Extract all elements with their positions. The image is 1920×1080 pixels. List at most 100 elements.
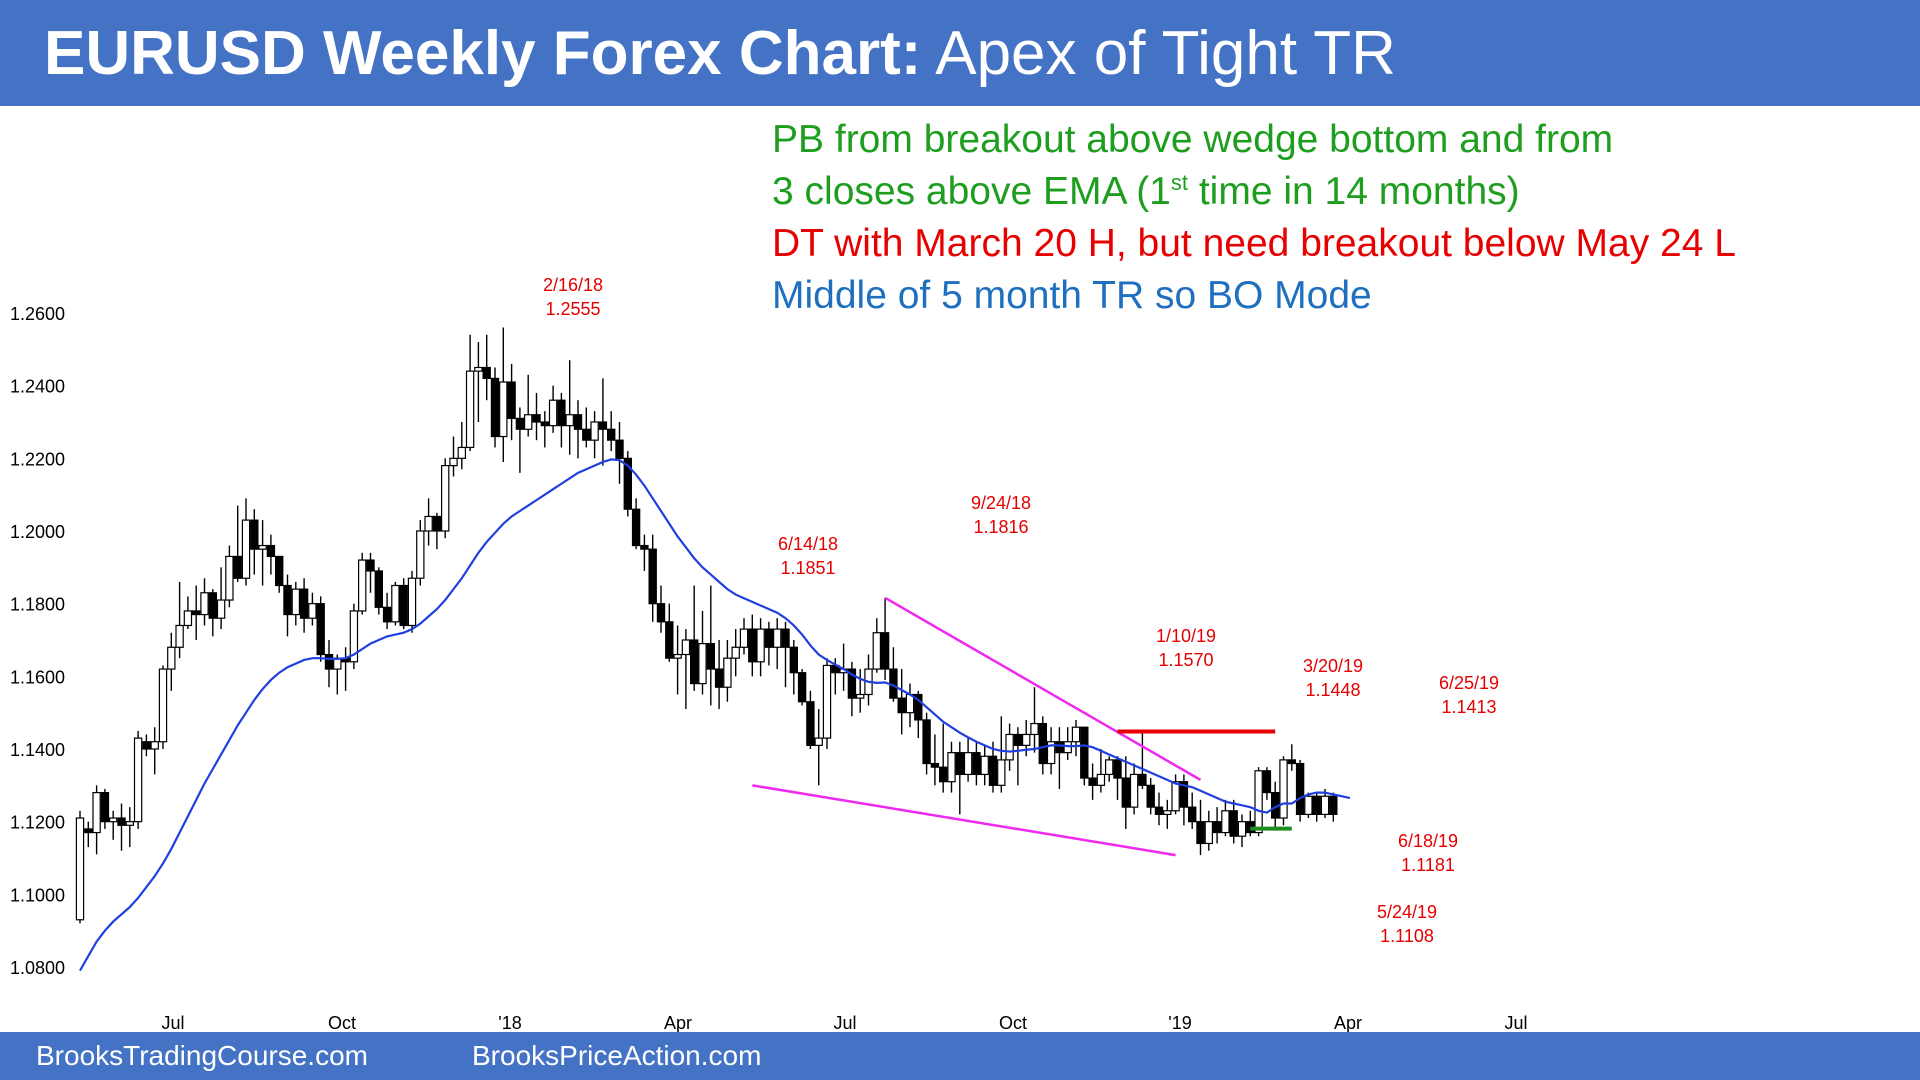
annotation-value: 1.1448 <box>1305 680 1360 700</box>
bull-candle <box>225 555 234 601</box>
bear-candle <box>100 791 110 823</box>
x-tick-label: Oct <box>328 1013 356 1032</box>
ema-line <box>79 458 1351 972</box>
bear-candle <box>366 559 375 572</box>
bear-candle <box>631 508 641 547</box>
bull-candle <box>358 559 367 612</box>
annotation-value: 1.1108 <box>1380 926 1434 946</box>
bear-candle <box>1113 759 1122 779</box>
footer-bar: BrooksTradingCourse.com BrooksPriceActio… <box>0 1032 1920 1080</box>
annotation-value: 1.1181 <box>1401 855 1455 875</box>
bull-candle <box>523 414 533 430</box>
price-annotations: 2/16/18 1.2555 6/14/18 1.1851 9/24/18 1.1816 1… <box>543 275 1499 946</box>
commentary-text-3: DT with March 20 H, but need breakout be… <box>772 222 1736 265</box>
bull-candle <box>1005 733 1014 761</box>
commentary-line-2: 3 closes above EMA (1st time in 14 month… <box>772 170 1520 214</box>
bull-candle <box>125 821 134 826</box>
bear-candle <box>299 588 309 619</box>
bull-candle <box>457 446 467 459</box>
candlestick-chart: 1.0800 1.1000 1.1200 1.1400 1.1600 1.1800 1.20… <box>10 275 1528 1032</box>
bull-candle <box>150 741 159 750</box>
bull-candle <box>1221 810 1230 834</box>
bull-candle <box>167 646 176 670</box>
x-tick-label: Jul <box>161 1013 184 1032</box>
bear-candle <box>615 439 624 459</box>
commentary-line-3: DT with March 20 H, but need breakout be… <box>772 222 1736 266</box>
bull-candle <box>449 457 458 467</box>
bull-candle <box>291 588 301 616</box>
bull-candle <box>963 752 973 776</box>
bull-candle <box>1129 773 1139 808</box>
bear-candle <box>598 421 608 430</box>
bull-candle <box>980 755 989 776</box>
commentary-text-2a: 3 closes above EMA (1 <box>772 170 1171 213</box>
bull-candle <box>1030 722 1039 736</box>
bear-candle <box>922 719 931 765</box>
trendlines <box>752 596 1292 857</box>
bear-candle <box>1287 759 1296 765</box>
bull-candle <box>1279 759 1288 819</box>
footer-left-link[interactable]: BrooksTradingCourse.com <box>36 1040 368 1071</box>
bear-candle <box>192 610 201 616</box>
bull-candle <box>548 399 558 427</box>
bull-candle <box>92 791 101 834</box>
annotation-date: 6/25/19 <box>1439 673 1499 693</box>
bull-candle <box>822 664 832 739</box>
bear-candle <box>1080 726 1089 779</box>
bear-candle <box>573 414 583 430</box>
bull-candle <box>183 610 193 627</box>
x-tick-label: Apr <box>664 1013 692 1032</box>
bear-candle <box>897 697 906 714</box>
bear-candle <box>689 639 699 685</box>
bull-candle <box>175 624 184 648</box>
annotation-date: 2/16/18 <box>543 275 603 295</box>
y-tick-label: 1.1800 <box>10 595 65 615</box>
bear-candle <box>640 544 649 550</box>
bear-candle <box>316 603 325 656</box>
bull-candle <box>1096 773 1106 786</box>
bear-candle <box>988 755 998 786</box>
bull-candle <box>731 646 740 659</box>
bull-candle <box>1163 810 1172 815</box>
y-tick-label: 1.2000 <box>10 522 65 542</box>
ema-polyline <box>79 458 1351 972</box>
commentary-line-4: Middle of 5 month TR so BO Mode <box>772 274 1372 318</box>
bull-candle <box>814 737 823 746</box>
annotation-value: 1.1816 <box>973 517 1028 537</box>
bear-candle <box>847 668 857 699</box>
bear-candle <box>789 646 799 674</box>
x-tick-label: Jul <box>833 1013 856 1032</box>
bull-candle <box>1046 741 1056 765</box>
bull-candle <box>1254 770 1263 834</box>
bear-candle <box>142 741 151 750</box>
bear-candle <box>1187 806 1197 823</box>
x-tick-label: '18 <box>498 1013 521 1032</box>
bear-candle <box>656 603 666 623</box>
annotation-value: 1.1413 <box>1441 697 1496 717</box>
footer-right-link[interactable]: BrooksPriceAction.com <box>472 1040 762 1071</box>
bear-candle <box>1121 777 1130 808</box>
commentary-text-4: Middle of 5 month TR so BO Mode <box>772 274 1372 317</box>
annotation-value: 1.2555 <box>545 299 600 319</box>
annotation-value: 1.1570 <box>1158 650 1213 670</box>
wedge-top-line <box>884 596 1202 781</box>
bull-candle <box>407 577 417 627</box>
bull-candle <box>465 370 475 449</box>
title-subtitle: Apex of Tight TR <box>921 19 1396 88</box>
bull-candle <box>391 584 400 623</box>
bear-candle <box>1262 770 1272 794</box>
bear-candle <box>1229 810 1238 837</box>
y-tick-label: 1.1000 <box>10 885 65 905</box>
bull-candle <box>216 599 226 619</box>
bear-candle <box>1329 795 1338 816</box>
wedge-bottom-line <box>752 784 1176 857</box>
y-tick-label: 1.2400 <box>10 377 65 397</box>
title-bar: EURUSD Weekly Forex Chart: Apex of Tight… <box>0 0 1920 106</box>
bull-candle <box>441 465 450 532</box>
y-tick-label: 1.2200 <box>10 449 65 469</box>
annotation-date: 1/10/19 <box>1156 626 1216 646</box>
bull-candle <box>772 628 782 648</box>
bull-candle <box>1204 821 1213 845</box>
bear-candle <box>806 701 815 746</box>
bull-candle <box>474 366 483 372</box>
